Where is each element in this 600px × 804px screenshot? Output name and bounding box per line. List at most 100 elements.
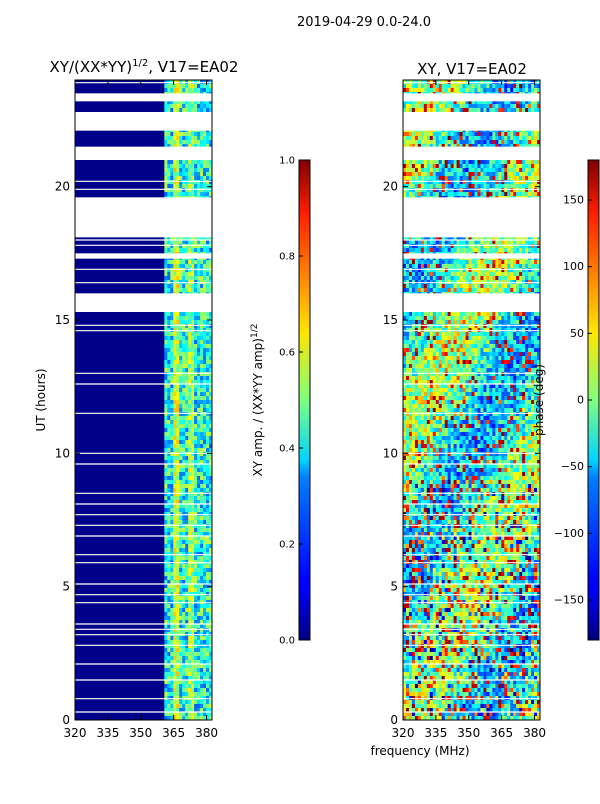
heatmap-cell [179, 588, 182, 592]
heatmap-cell [164, 476, 167, 480]
heatmap-cell [185, 384, 188, 388]
heatmap-cell [179, 628, 182, 632]
heatmap-cell [194, 504, 197, 508]
heatmap-cell [188, 588, 191, 592]
heatmap-cell [457, 180, 460, 184]
heatmap-cell [194, 420, 197, 424]
heatmap-cell [498, 188, 501, 192]
heatmap-cell [415, 164, 418, 168]
heatmap-cell [477, 244, 480, 248]
heatmap-cell [185, 424, 188, 428]
heatmap-cell [176, 520, 179, 524]
heatmap-cell [179, 376, 182, 380]
heatmap-cell [463, 244, 466, 248]
heatmap-cell [173, 572, 176, 576]
heatmap-cell [170, 516, 173, 520]
heatmap-cell [185, 536, 188, 540]
heatmap-cell [516, 244, 519, 248]
heatmap-cell [206, 436, 209, 440]
heatmap-cell [173, 360, 176, 364]
heatmap-cell [170, 316, 173, 320]
heatmap-cell [513, 104, 516, 108]
heatmap-cell [197, 396, 200, 400]
heatmap-cell [188, 436, 191, 440]
heatmap-cell [173, 584, 176, 588]
heatmap-cell [167, 360, 170, 364]
heatmap-cell [525, 160, 528, 164]
heatmap-cell [206, 376, 209, 380]
heatmap-cell [191, 664, 194, 668]
heatmap-cell [206, 648, 209, 652]
heatmap-cell [179, 340, 182, 344]
heatmap-cell [197, 452, 200, 456]
heatmap-cell [170, 264, 173, 268]
heatmap-cell [173, 412, 176, 416]
heatmap-cell [185, 468, 188, 472]
heatmap-cell [460, 248, 463, 252]
heatmap-cell [200, 644, 203, 648]
heatmap-cell [188, 640, 191, 644]
heatmap-cell [451, 136, 454, 140]
heatmap-cell [191, 688, 194, 692]
heatmap-cell [424, 240, 427, 244]
heatmap-cell [495, 84, 498, 88]
heatmap-cell [203, 680, 206, 684]
heatmap-cell [170, 424, 173, 428]
heatmap-cell [427, 272, 430, 276]
heatmap-cell [188, 472, 191, 476]
heatmap-cell [170, 400, 173, 404]
heatmap-cell [203, 356, 206, 360]
heatmap-cell [206, 312, 209, 316]
heatmap-cell [173, 700, 176, 704]
heatmap-cell [507, 104, 510, 108]
heatmap-cell [436, 180, 439, 184]
heatmap-cell [203, 688, 206, 692]
heatmap-cell [179, 364, 182, 368]
phase-heatmap [403, 80, 540, 720]
heatmap-cell [495, 188, 498, 192]
heatmap-cell [167, 384, 170, 388]
heatmap-cell [406, 260, 409, 264]
heatmap-cell [167, 444, 170, 448]
heatmap-cell [421, 244, 424, 248]
heatmap-cell [519, 268, 522, 272]
heatmap-cell [194, 608, 197, 612]
heatmap-cell [433, 140, 436, 144]
heatmap-cell [528, 172, 531, 176]
heatmap-cell [421, 84, 424, 88]
heatmap-cell [179, 348, 182, 352]
heatmap-cell [194, 384, 197, 388]
heatmap-cell [483, 140, 486, 144]
heatmap-cell [176, 164, 179, 168]
heatmap-cell [200, 416, 203, 420]
heatmap-cell [194, 416, 197, 420]
heatmap-cell [185, 668, 188, 672]
heatmap-cell [534, 276, 537, 280]
heatmap-cell [167, 644, 170, 648]
heatmap-cell [412, 188, 415, 192]
heatmap-cell [510, 248, 513, 252]
heatmap-cell [472, 108, 475, 112]
heatmap-cell [179, 644, 182, 648]
heatmap-cell [167, 480, 170, 484]
heatmap-cell [203, 340, 206, 344]
heatmap-cell [421, 260, 424, 264]
heatmap-cell [176, 344, 179, 348]
heatmap-cell [170, 624, 173, 628]
heatmap-cell [454, 176, 457, 180]
heatmap-cell [179, 104, 182, 108]
heatmap-cell [173, 432, 176, 436]
heatmap-cell [466, 180, 469, 184]
heatmap-cell [185, 624, 188, 628]
heatmap-cell [182, 488, 185, 492]
heatmap-cell [442, 184, 445, 188]
heatmap-cell [164, 516, 167, 520]
heatmap-cell [167, 556, 170, 560]
heatmap-cell [513, 272, 516, 276]
heatmap-cell [415, 172, 418, 176]
heatmap-cell [170, 640, 173, 644]
heatmap-cell [182, 348, 185, 352]
heatmap-cell [480, 160, 483, 164]
heatmap-cell [516, 248, 519, 252]
heatmap-cell [206, 180, 209, 184]
